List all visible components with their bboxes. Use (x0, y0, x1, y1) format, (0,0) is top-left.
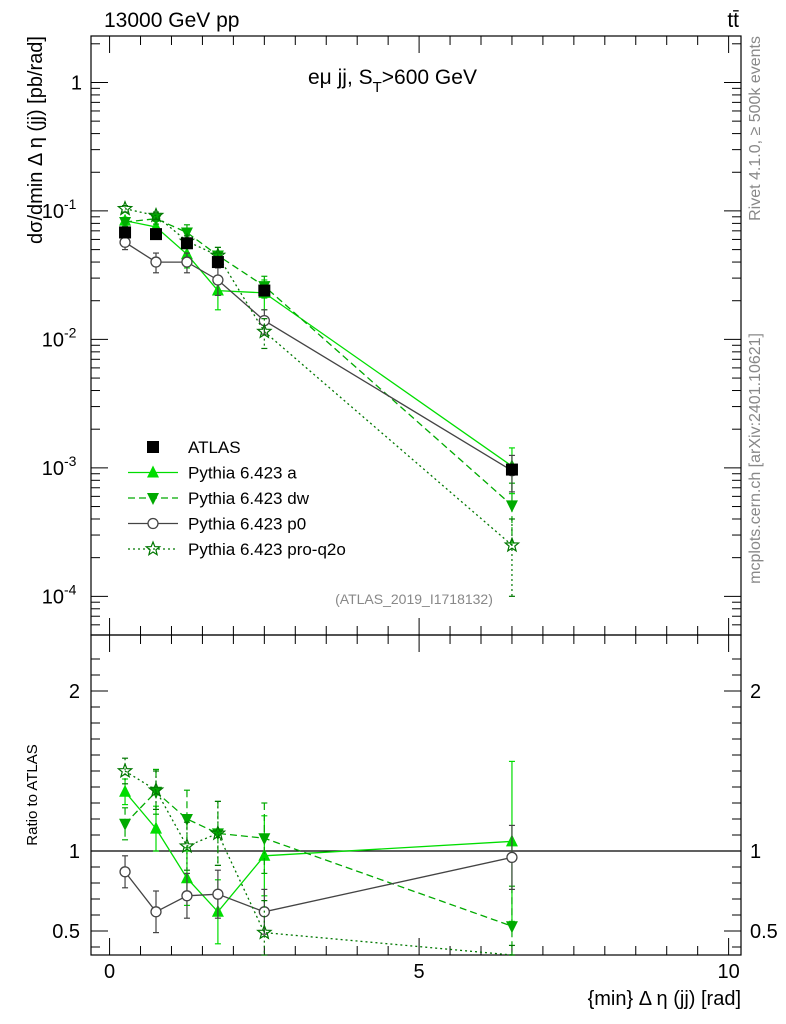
plot-title-main: eμ jj, S (308, 66, 373, 89)
main-pythia-6-423-p0-line (124, 241, 513, 472)
ratio-pythia-6-423-dw-point (119, 818, 132, 831)
ratio-pythia-6-423-dw-point (180, 814, 193, 826)
main-atlas-point (150, 228, 162, 241)
ratio-pythia-6-423-pro-q2o-line (124, 770, 513, 956)
main-atlas-point (211, 256, 224, 269)
ratio-pythia-6-423-a-point (150, 821, 162, 834)
x-tick-label: 5 (414, 961, 425, 983)
ratio-y-axis-label: Ratio to ATLAS (24, 744, 41, 845)
x-axis-label: {min} Δ η (jj) [rad] (588, 988, 741, 1010)
y-axis-label: dσ/dmin Δ η (jj) [pb/rad] (25, 36, 47, 244)
x-tick-label: 10 (717, 961, 739, 983)
legend-pythia-6-423-p0-marker (147, 517, 159, 530)
legend-pythia-6-423-a-marker (147, 465, 159, 478)
y-tick-label: 10-1 (42, 196, 77, 223)
legend-pythia-6-423-pro-q2o-marker (144, 540, 162, 557)
plot-title: eμ jj, ST>600 GeV (308, 66, 477, 96)
main-pythia-6-423-dw-point (119, 217, 132, 230)
ratio-pythia-6-423-pro-q2o-point (178, 837, 196, 854)
ratio-pythia-6-423-pro-q2o-point (147, 781, 165, 798)
plot-title-tail: >600 GeV (382, 66, 477, 89)
plot-title-subscript: T (373, 79, 382, 96)
legend-pythia-6-423-a-label: Pythia 6.423 a (188, 464, 297, 483)
main-plot-layer: 10-4 10-3 10-2 10-1 1 (42, 36, 741, 636)
ratio-plot-frame (90, 634, 742, 956)
analysis-label: (ATLAS_2019_I1718132) (335, 591, 493, 607)
ratio-y-tick-label: 0.5 (52, 921, 80, 943)
ratio-pythia-6-423-p0-point (150, 906, 162, 918)
ratio-pythia-6-423-pro-q2o-point (116, 762, 134, 779)
main-atlas-point (258, 284, 271, 297)
rivet-version-label: Rivet 4.1.0, ≥ 500k events (747, 36, 764, 221)
ratio-y-tick-label-right: 1 (750, 841, 761, 863)
main-pythia-6-423-p0-point (150, 256, 162, 268)
ratio-pythia-6-423-p0-point (119, 866, 131, 878)
main-pythia-6-423-p0-point (181, 256, 193, 268)
ratio-y-tick-label-right: 2 (750, 681, 761, 703)
y-tick-label: 10-3 (42, 453, 77, 480)
ratio-pythia-6-423-a-point (258, 848, 271, 861)
ratio-pythia-6-423-p0-line (124, 856, 513, 913)
header-process-label: tt̄ (727, 9, 739, 32)
ratio-pythia-6-423-dw-line (124, 790, 513, 927)
ratio-pythia-6-423-a-point (119, 784, 132, 797)
ratio-y-tick-label: 1 (69, 841, 80, 863)
ratio-pythia-6-423-p0-point (212, 888, 224, 900)
main-pythia-6-423-pro-q2o-point (147, 206, 165, 223)
ratio-pythia-6-423-p0-point (506, 851, 518, 864)
legend-pythia-6-423-dw-marker (147, 493, 159, 505)
main-pythia-6-423-pro-q2o-point (503, 536, 521, 553)
legend-pythia-6-423-dw-label: Pythia 6.423 dw (188, 489, 310, 508)
ratio-pythia-6-423-dw-point (505, 921, 518, 934)
y-tick-label: 1 (71, 72, 82, 94)
mcplots-label: mcplots.cern.ch [arXiv:2401.10621] (747, 333, 764, 584)
legend: ATLAS Pythia 6.423 a Pythia 6.423 dw Pythia… (128, 438, 346, 559)
main-pythia-6-423-p0-point (119, 236, 131, 248)
x-tick-label: 0 (104, 961, 115, 983)
main-atlas-point (119, 226, 132, 239)
ratio-pythia-6-423-p0-point (181, 890, 193, 902)
ratio-y-tick-label: 2 (69, 681, 80, 703)
legend-atlas-marker (147, 441, 159, 453)
legend-atlas-label: ATLAS (188, 438, 241, 457)
y-tick-label: 10-2 (42, 324, 77, 351)
legend-pythia-6-423-pro-q2o-label: Pythia 6.423 pro-q2o (188, 540, 346, 559)
main-pythia-6-423-pro-q2o-point (116, 200, 134, 216)
main-atlas-point (180, 237, 193, 250)
ratio-y-tick-label-right: 0.5 (750, 921, 778, 943)
header-beam-label: 13000 GeV pp (104, 9, 239, 32)
legend-pythia-6-423-p0-label: Pythia 6.423 p0 (188, 515, 306, 534)
y-tick-label: 10-4 (42, 581, 77, 608)
main-pythia-6-423-dw-line (124, 218, 513, 506)
ratio-pythia-6-423-pro-q2o-point (256, 923, 273, 940)
ratio-pythia-6-423-dw-point (258, 833, 271, 846)
main-pythia-6-423-dw-point (505, 500, 518, 513)
main-pythia-6-423-p0-point (212, 274, 224, 286)
main-pythia-6-423-pro-q2o-point (256, 322, 273, 339)
ratio-plot-layer: 0 5 10 0.5 0.5 1 1 2 2 (52, 635, 778, 983)
ratio-pythia-6-423-pro-q2o-point (209, 824, 227, 841)
main-atlas-point (505, 463, 518, 476)
